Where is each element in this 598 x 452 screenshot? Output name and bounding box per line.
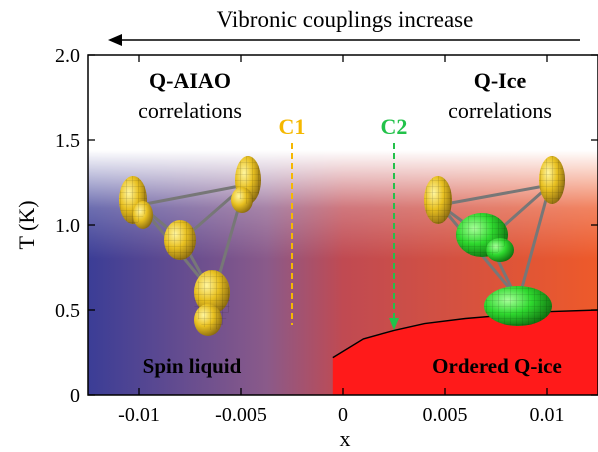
- x-tick-label: 0.005: [423, 404, 468, 426]
- left-region-subtitle: correlations: [138, 98, 242, 123]
- gold-lobe-4: [194, 270, 230, 336]
- x-tick-label: 0: [338, 404, 348, 426]
- y-axis-label: T (K): [14, 200, 39, 249]
- ordered-qice-label: Ordered Q-ice: [432, 354, 562, 378]
- gold-lobe-5: [424, 176, 452, 224]
- marker-lines: C1 C2: [279, 114, 408, 330]
- axis-ticks: -0.01 -0.005 0 0.005 0.01 0 0.5 1.0 1.5 2.0: [55, 45, 598, 426]
- y-tick-label: 1.5: [55, 130, 80, 152]
- green-lobe-2: [484, 286, 552, 326]
- y-tick-label: 0: [70, 385, 80, 407]
- x-tick-label: -0.01: [118, 404, 160, 426]
- marker-label-c2: C2: [381, 114, 408, 139]
- y-tick-label: 0.5: [55, 300, 80, 322]
- x-tick-label: -0.005: [215, 404, 267, 426]
- x-tick-label: 0.01: [530, 404, 565, 426]
- vibronic-arrow: [108, 34, 580, 46]
- y-tick-label: 2.0: [55, 45, 80, 67]
- ordered-qice-region: [332, 310, 598, 395]
- gold-lobe-1: [119, 176, 153, 229]
- left-region-title: Q-AIAO: [149, 68, 231, 93]
- qaiao-molecule-illustration: [119, 156, 261, 336]
- spin-liquid-label: Spin liquid: [143, 354, 242, 378]
- gold-lobe-2: [231, 156, 261, 213]
- qice-molecule-illustration: [424, 156, 565, 326]
- y-tick-label: 1.0: [55, 215, 80, 237]
- right-region-subtitle: correlations: [448, 98, 552, 123]
- gold-lobe-3: [164, 220, 196, 260]
- vibronic-arrow-label: Vibronic couplings increase: [217, 7, 474, 32]
- marker-arrowhead: [389, 318, 399, 330]
- marker-label-c1: C1: [279, 114, 306, 139]
- green-lobe-1: [456, 213, 514, 262]
- x-axis-label: x: [340, 426, 351, 451]
- gold-lobe-6: [539, 156, 565, 204]
- right-region-title: Q-Ice: [474, 68, 527, 93]
